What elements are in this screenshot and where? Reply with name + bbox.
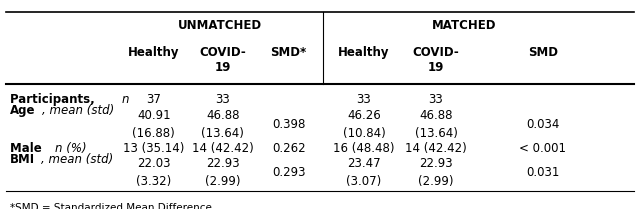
- Text: , mean (std): , mean (std): [42, 104, 114, 117]
- Text: 0.398: 0.398: [272, 118, 305, 131]
- Text: 23.47: 23.47: [347, 157, 381, 170]
- Text: Healthy: Healthy: [128, 46, 180, 59]
- Text: Healthy: Healthy: [338, 46, 390, 59]
- Text: Participants,: Participants,: [10, 93, 99, 106]
- Text: 37: 37: [147, 93, 161, 106]
- Text: n (%): n (%): [55, 142, 86, 155]
- Text: Male: Male: [10, 142, 45, 155]
- Text: SMD*: SMD*: [271, 46, 307, 59]
- Text: , mean (std): , mean (std): [42, 153, 113, 166]
- Text: 0.031: 0.031: [526, 166, 559, 179]
- Text: COVID-
19: COVID- 19: [413, 46, 460, 74]
- Text: 33: 33: [429, 93, 444, 106]
- Text: 0.034: 0.034: [526, 118, 559, 131]
- Text: 22.93: 22.93: [206, 157, 239, 170]
- Text: 0.293: 0.293: [272, 166, 305, 179]
- Text: BMI: BMI: [10, 153, 35, 166]
- Text: (2.99): (2.99): [419, 175, 454, 188]
- Text: (10.84): (10.84): [342, 127, 385, 140]
- Text: < 0.001: < 0.001: [519, 142, 566, 155]
- Text: (13.64): (13.64): [415, 127, 458, 140]
- Text: 40.91: 40.91: [137, 109, 171, 122]
- Text: n: n: [122, 93, 129, 106]
- Text: 14 (42.42): 14 (42.42): [192, 142, 253, 155]
- Text: MATCHED: MATCHED: [432, 19, 497, 32]
- Text: 22.03: 22.03: [137, 157, 170, 170]
- Text: *SMD = Standardized Mean Difference: *SMD = Standardized Mean Difference: [10, 203, 211, 209]
- Text: (2.99): (2.99): [205, 175, 241, 188]
- Text: 46.88: 46.88: [206, 109, 239, 122]
- Text: (3.32): (3.32): [136, 175, 172, 188]
- Text: 0.262: 0.262: [272, 142, 305, 155]
- Text: 46.26: 46.26: [347, 109, 381, 122]
- Text: 13 (35.14): 13 (35.14): [123, 142, 184, 155]
- Text: SMD: SMD: [527, 46, 557, 59]
- Text: (3.07): (3.07): [346, 175, 381, 188]
- Text: (16.88): (16.88): [132, 127, 175, 140]
- Text: Age: Age: [10, 104, 35, 117]
- Text: UNMATCHED: UNMATCHED: [177, 19, 262, 32]
- Text: (13.64): (13.64): [202, 127, 244, 140]
- Text: 16 (48.48): 16 (48.48): [333, 142, 395, 155]
- Text: 33: 33: [216, 93, 230, 106]
- Text: 22.93: 22.93: [419, 157, 453, 170]
- Text: 46.88: 46.88: [419, 109, 452, 122]
- Text: COVID-
19: COVID- 19: [200, 46, 246, 74]
- Text: 14 (42.42): 14 (42.42): [405, 142, 467, 155]
- Text: 33: 33: [356, 93, 371, 106]
